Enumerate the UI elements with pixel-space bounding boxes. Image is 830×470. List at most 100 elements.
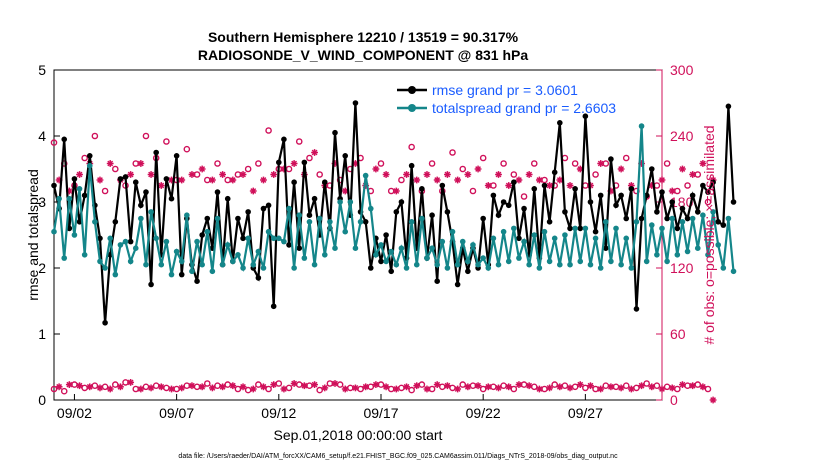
rmse-point	[194, 278, 200, 285]
totalspread-point	[633, 219, 640, 225]
obs-possible-marker	[418, 381, 426, 388]
obs-possible-marker	[295, 138, 303, 145]
totalspread-point	[199, 261, 205, 268]
y2-tick-label: 0	[670, 392, 678, 408]
obs-possible-marker	[459, 165, 467, 173]
obs-assimilated-marker	[208, 384, 216, 392]
obs-assimilated-marker	[658, 176, 666, 184]
obs-assimilated-marker	[515, 176, 523, 184]
totalspread-point	[332, 245, 338, 251]
rmse-point	[168, 195, 175, 202]
obs-possible-marker	[663, 383, 671, 391]
totalspread-point	[567, 261, 573, 268]
obs-possible-marker	[183, 145, 191, 153]
rmse-point	[138, 202, 144, 209]
rmse-point	[546, 219, 553, 225]
rmse-point	[143, 189, 149, 195]
rmse-point	[562, 209, 568, 215]
obs-possible-marker	[704, 385, 712, 393]
rmse-point	[398, 199, 405, 205]
obs-possible-marker	[265, 127, 272, 134]
totalspread-point	[276, 235, 282, 242]
x-tick-label: 09/07	[159, 405, 194, 421]
totalspread-point	[235, 252, 241, 258]
totalspread-point	[327, 219, 333, 225]
totalspread-point	[628, 265, 635, 271]
legend-rmse-marker	[408, 86, 416, 94]
totalspread-point	[689, 215, 696, 222]
rmse-point	[291, 179, 297, 185]
rmse-point	[429, 212, 435, 218]
rmse-point	[61, 136, 68, 143]
totalspread-point	[265, 228, 272, 235]
obs-assimilated-marker	[341, 385, 349, 393]
totalspread-point	[178, 258, 185, 265]
y2-tick-label: 60	[670, 326, 686, 342]
totalspread-point	[102, 265, 108, 271]
obs-possible-marker	[275, 380, 283, 387]
obs-assimilated-marker	[709, 396, 717, 404]
x-tick-label: 09/17	[363, 405, 398, 421]
obs-possible-marker	[244, 386, 252, 394]
x-tick-label: 09/22	[466, 405, 501, 421]
legend-totalspread-label: totalspread grand pr = 2.6603	[432, 100, 616, 116]
rmse-point	[311, 195, 318, 202]
y2-tick-label: 120	[670, 260, 694, 276]
obs-assimilated-marker	[157, 182, 165, 189]
rmse-point	[551, 169, 558, 176]
rmse-point	[500, 199, 507, 205]
obs-assimilated-marker	[505, 182, 513, 189]
obs-possible-marker	[602, 382, 610, 390]
totalspread-point	[153, 235, 159, 242]
totalspread-point	[81, 252, 88, 258]
obs-assimilated-marker	[239, 383, 247, 391]
y-tick-label: 3	[38, 194, 46, 210]
totalspread-point	[638, 123, 645, 129]
totalspread-point	[240, 265, 246, 271]
rmse-point	[715, 219, 722, 225]
obs-assimilated-marker	[178, 384, 186, 392]
obs-possible-marker	[81, 384, 88, 392]
rmse-point	[490, 192, 497, 199]
rmse-point	[664, 215, 670, 222]
obs-possible-marker	[60, 387, 68, 395]
obs-assimilated-marker	[260, 383, 267, 391]
rmse-point	[618, 192, 624, 199]
rmse-point	[557, 120, 563, 126]
rmse-point	[276, 159, 282, 166]
totalspread-point	[419, 215, 425, 222]
totalspread-point	[132, 245, 139, 251]
totalspread-point	[465, 258, 471, 265]
rmse-point	[388, 268, 395, 275]
obs-possible-marker	[285, 384, 293, 392]
obs-assimilated-marker	[474, 165, 482, 173]
obs-assimilated-marker	[96, 384, 104, 392]
obs-assimilated-marker	[137, 385, 145, 393]
rmse-point	[408, 162, 415, 169]
totalspread-point	[459, 238, 466, 245]
totalspread-point	[281, 238, 287, 245]
rmse-point	[633, 306, 640, 312]
totalspread-point	[495, 261, 502, 268]
totalspread-point	[378, 242, 384, 248]
totalspread-point	[321, 252, 328, 258]
totalspread-point	[71, 232, 78, 238]
obs-assimilated-marker	[311, 381, 318, 388]
obs-assimilated-marker	[76, 171, 83, 178]
totalspread-point	[352, 245, 359, 251]
obs-possible-marker	[449, 384, 456, 392]
totalspread-point	[434, 261, 440, 268]
totalspread-point	[413, 261, 420, 268]
rmse-point	[102, 319, 108, 326]
rmse-point	[572, 186, 578, 192]
totalspread-point	[61, 255, 68, 261]
y-tick-label: 2	[38, 260, 46, 276]
obs-assimilated-marker	[474, 382, 482, 390]
totalspread-point	[526, 261, 532, 268]
rmse-point	[296, 245, 303, 251]
totalspread-point	[367, 205, 374, 212]
rmse-point	[541, 182, 548, 189]
totalspread-point	[112, 271, 119, 278]
totalspread-point	[296, 212, 303, 218]
